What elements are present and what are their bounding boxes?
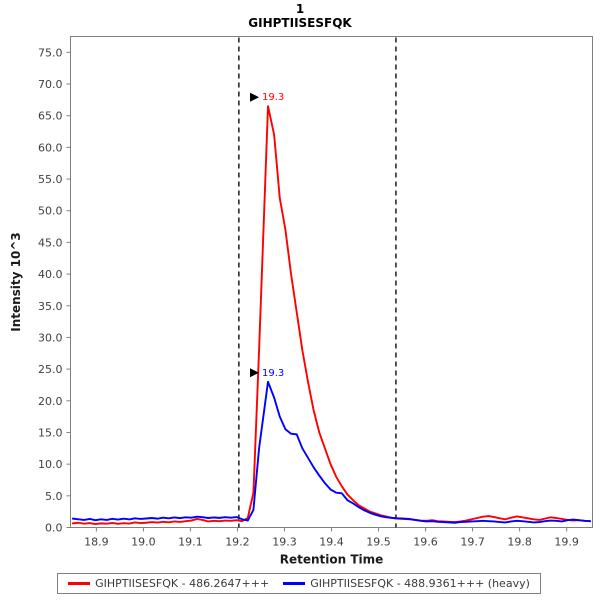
y-tick-label: 70.0 xyxy=(38,78,63,91)
peak-marker-triangle xyxy=(250,92,260,102)
series-line-light[interactable] xyxy=(71,105,592,525)
chart-title-block: 1 GIHPTIISESFQK xyxy=(0,2,600,30)
y-tick-label: 75.0 xyxy=(38,46,63,59)
chart-title-peptide: GIHPTIISESFQK xyxy=(248,16,352,30)
x-tick-label: 19.7 xyxy=(460,536,485,549)
x-tick-label: 19.2 xyxy=(225,536,250,549)
y-tick-label: 65.0 xyxy=(38,110,63,123)
x-tick-label: 19.5 xyxy=(366,536,391,549)
legend-label-light: GIHPTIISESFQK - 486.2647+++ xyxy=(95,577,270,590)
peak-label: 19.3 xyxy=(262,368,284,379)
x-tick-label: 19.9 xyxy=(554,536,579,549)
x-tick-label: 19.8 xyxy=(507,536,532,549)
x-tick-label: 19.0 xyxy=(131,536,156,549)
y-tick-label: 15.0 xyxy=(38,426,63,439)
peak-annotation-light[interactable]: 19.3 xyxy=(250,92,284,103)
chart-title-index: 1 xyxy=(295,2,305,16)
peak-label: 19.3 xyxy=(262,92,284,103)
y-tick-label: 10.0 xyxy=(38,458,63,471)
plot-frame xyxy=(70,36,593,528)
y-tick-label: 25.0 xyxy=(38,363,63,376)
y-tick-label: 30.0 xyxy=(38,331,63,344)
legend-item-light[interactable]: GIHPTIISESFQK - 486.2647+++ xyxy=(68,577,269,590)
y-tick-label: 20.0 xyxy=(38,395,63,408)
legend-swatch-heavy xyxy=(283,582,306,585)
legend-label-heavy: GIHPTIISESFQK - 488.9361+++ (heavy) xyxy=(310,577,530,590)
legend-swatch-light xyxy=(68,582,91,585)
peak-annotation-heavy[interactable]: 19.3 xyxy=(250,368,284,379)
y-tick-label: 35.0 xyxy=(38,300,63,313)
y-axis-title: Intensity 10^3 xyxy=(9,232,23,332)
x-tick-label: 19.1 xyxy=(178,536,203,549)
y-tick-label: 50.0 xyxy=(38,205,63,218)
chart-legend: GIHPTIISESFQK - 486.2647+++ GIHPTIISESFQ… xyxy=(57,573,541,594)
y-tick-label: 0.0 xyxy=(45,522,63,535)
x-axis-title: Retention Time xyxy=(280,553,384,567)
y-tick-label: 45.0 xyxy=(38,236,63,249)
y-tick-label: 55.0 xyxy=(38,173,63,186)
series-line-heavy[interactable] xyxy=(71,380,592,524)
x-tick-label: 19.6 xyxy=(413,536,438,549)
y-tick-label: 40.0 xyxy=(38,268,63,281)
legend-item-heavy[interactable]: GIHPTIISESFQK - 488.9361+++ (heavy) xyxy=(283,577,530,590)
x-tick-label: 18.9 xyxy=(84,536,109,549)
y-tick-label: 60.0 xyxy=(38,141,63,154)
peak-marker-triangle xyxy=(250,368,260,378)
y-axis: 0.0 5.0 10.0 15.0 20.0 25.0 30.0 35.0 40.0 45.0 50… xyxy=(38,46,71,535)
y-tick-label: 5.0 xyxy=(45,490,63,503)
x-tick-label: 19.4 xyxy=(319,536,344,549)
x-axis: 18.9 19.0 19.1 19.2 19.3 19.4 19.5 19.6 19.7 19.8… xyxy=(84,527,579,549)
x-tick-label: 19.3 xyxy=(272,536,297,549)
